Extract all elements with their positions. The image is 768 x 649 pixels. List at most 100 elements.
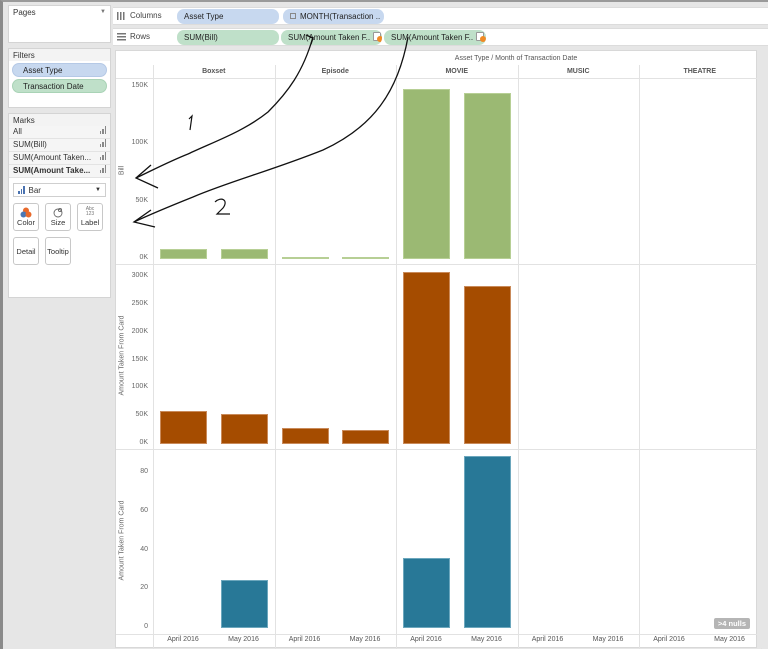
marks-tab-sum-bill[interactable]: SUM(Bill): [9, 139, 110, 152]
color-button-label: Color: [17, 218, 35, 227]
columns-shelf-label: Columns: [117, 11, 162, 20]
bar-boxset-april-2016[interactable]: [160, 248, 207, 259]
expand-icon[interactable]: [290, 13, 296, 19]
y-axis-tick: 0: [144, 623, 148, 630]
label-abc-icon: Abc 123: [85, 206, 95, 217]
marks-tab-sum-amount-2[interactable]: SUM(Amount Take...: [9, 165, 110, 178]
y-axis-tick: 150K: [131, 355, 148, 363]
color-button[interactable]: Color: [13, 203, 39, 231]
bar-boxset-may-2016[interactable]: [220, 414, 268, 444]
bar-chart-icon: [99, 165, 106, 173]
dual-axis-warning-icon[interactable]: [373, 32, 382, 42]
y-axis-tick: 20: [140, 584, 148, 592]
bar-boxset-may-2016[interactable]: [220, 579, 268, 628]
filters-title: Filters: [9, 49, 110, 61]
bar-movie-april-2016[interactable]: [403, 558, 450, 628]
pages-card[interactable]: Pages ▼: [8, 5, 111, 43]
y-axis-tick: 200K: [131, 327, 148, 335]
tooltip-button-label: Tooltip: [47, 246, 69, 256]
x-axis-label: May 2016: [471, 636, 502, 643]
column-header-movie[interactable]: MOVIE: [445, 68, 469, 75]
y-axis-title: Amount Taken From Card: [118, 315, 126, 396]
nulls-indicator-badge[interactable]: >4 nulls: [713, 618, 750, 629]
rows-icon: [117, 32, 126, 40]
bar-movie-may-2016[interactable]: [463, 92, 511, 259]
detail-button-label: Detail: [16, 246, 36, 256]
x-axis-label: April 2016: [288, 636, 321, 643]
column-header-music[interactable]: MUSIC: [566, 68, 590, 75]
bar-boxset-april-2016[interactable]: [160, 411, 207, 444]
row-divider: [116, 264, 758, 265]
chart-view: Asset Type / Month of Transaction Date B…: [115, 50, 762, 649]
row-pill-label: SUM(Amount Taken F..: [391, 33, 474, 42]
x-axis-label: May 2016: [592, 636, 624, 643]
bar-episode-may-2016[interactable]: [342, 430, 389, 444]
row-pill-sum-amount-2[interactable]: SUM(Amount Taken F..: [384, 30, 486, 45]
row-divider: [116, 449, 758, 450]
bar-boxset-may-2016[interactable]: [220, 249, 268, 259]
y-axis-title: Amount Taken From Card: [118, 500, 126, 581]
y-axis-tick: 0K: [139, 439, 148, 446]
y-axis-title: Bill: [118, 165, 126, 175]
pane-divider: [153, 65, 154, 649]
bar-chart-icon: [99, 152, 106, 160]
chevron-down-icon[interactable]: ▼: [100, 9, 106, 15]
size-icon: [52, 206, 64, 218]
bar-movie-april-2016[interactable]: [403, 271, 450, 444]
header-divider: [116, 78, 758, 79]
pages-card-header[interactable]: Pages ▼: [9, 6, 110, 18]
size-button[interactable]: Size: [45, 203, 71, 231]
column-header-episode[interactable]: Episode: [321, 68, 349, 75]
column-header-boxset[interactable]: Boxset: [202, 68, 226, 75]
y-axis-tick: 0K: [139, 254, 148, 261]
bar-movie-april-2016[interactable]: [403, 89, 450, 259]
tooltip-button[interactable]: Tooltip: [45, 237, 71, 265]
detail-button[interactable]: Detail: [13, 237, 39, 265]
row-pill-sum-bill[interactable]: SUM(Bill): [177, 30, 279, 45]
x-axis-label: April 2016: [167, 636, 199, 643]
y-axis-tick: 80: [140, 468, 148, 475]
marks-card: Marks All SUM(Bill) SUM(Amount Taken... …: [8, 113, 111, 298]
filters-card: Filters Asset Type Transaction Date: [8, 48, 111, 108]
bar-episode-may-2016[interactable]: [342, 256, 389, 259]
x-axis-label: May 2016: [228, 636, 259, 643]
bar-movie-may-2016[interactable]: [463, 455, 511, 628]
columns-icon: [117, 11, 125, 20]
y-axis-tick: 300K: [131, 272, 148, 279]
x-axis-label: April 2016: [653, 636, 685, 643]
y-axis-tick: 40: [140, 545, 148, 553]
pane-divider: [517, 65, 519, 649]
mark-type-dropdown[interactable]: Bar ▼: [13, 183, 106, 197]
bar-chart-icon: [99, 139, 106, 147]
marks-tab-sum-amount-1[interactable]: SUM(Amount Taken...: [9, 152, 110, 165]
rows-shelf[interactable]: Rows SUM(Bill) SUM(Amount Taken F.. SUM(…: [113, 28, 768, 46]
dual-axis-warning-icon[interactable]: [476, 32, 486, 42]
size-button-label: Size: [50, 218, 66, 227]
label-button-label: Label: [80, 218, 100, 227]
column-pill-label: MONTH(Transaction ..: [300, 12, 381, 21]
filter-transaction-date[interactable]: Transaction Date: [12, 79, 107, 93]
columns-label-text: Columns: [130, 11, 162, 20]
x-axis-label: May 2016: [349, 636, 381, 643]
bar-chart-icon: [18, 186, 25, 194]
marks-tab-label: SUM(Amount Take...: [13, 166, 91, 175]
rows-shelf-label: Rows: [117, 32, 150, 41]
columns-shelf[interactable]: Columns Asset Type MONTH(Transaction ..: [113, 7, 768, 25]
marks-tab-all[interactable]: All: [9, 126, 110, 139]
column-pill-month-transaction[interactable]: MONTH(Transaction ..: [283, 9, 384, 24]
column-pill-asset-type[interactable]: Asset Type: [177, 9, 279, 24]
bar-episode-april-2016[interactable]: [281, 427, 329, 444]
mark-type-value: Bar: [28, 185, 41, 195]
pane-divider: [274, 65, 276, 649]
y-axis-tick: 150K: [131, 82, 148, 89]
filter-asset-type[interactable]: Asset Type: [12, 63, 107, 77]
row-pill-sum-amount-1[interactable]: SUM(Amount Taken F..: [281, 30, 382, 45]
pages-title: Pages: [13, 8, 36, 17]
bar-movie-may-2016[interactable]: [463, 285, 511, 444]
rows-label-text: Rows: [130, 32, 151, 41]
x-axis-label: May 2016: [714, 636, 745, 643]
bar-episode-april-2016[interactable]: [281, 257, 329, 259]
label-button[interactable]: Abc 123 Label: [77, 203, 103, 231]
column-header-theatre[interactable]: THEATRE: [683, 68, 717, 75]
